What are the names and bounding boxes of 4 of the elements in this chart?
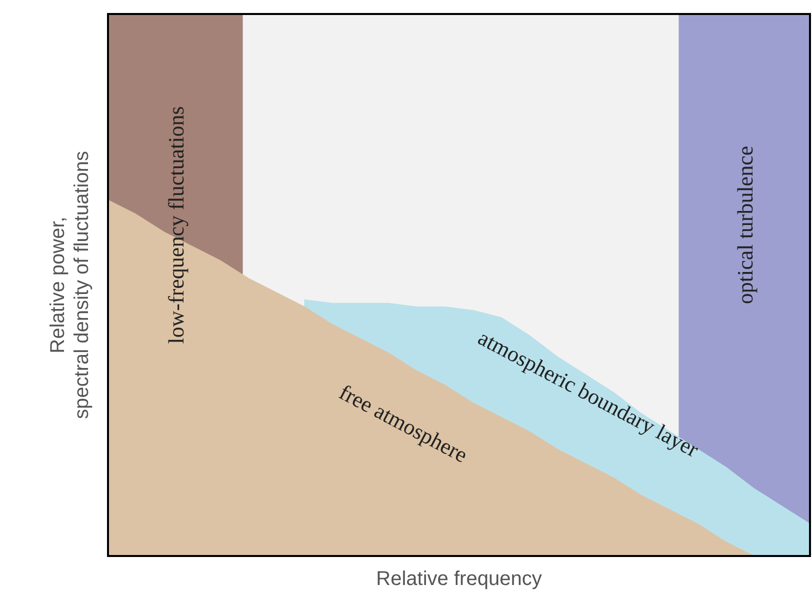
annotation: optical turbulence <box>732 146 758 304</box>
x-axis-title: Relative frequency <box>376 568 542 590</box>
y-axis-title: Relative power, spectral density of fluctuations <box>47 151 93 419</box>
annotation: low-frequency fluctuations <box>163 106 188 344</box>
